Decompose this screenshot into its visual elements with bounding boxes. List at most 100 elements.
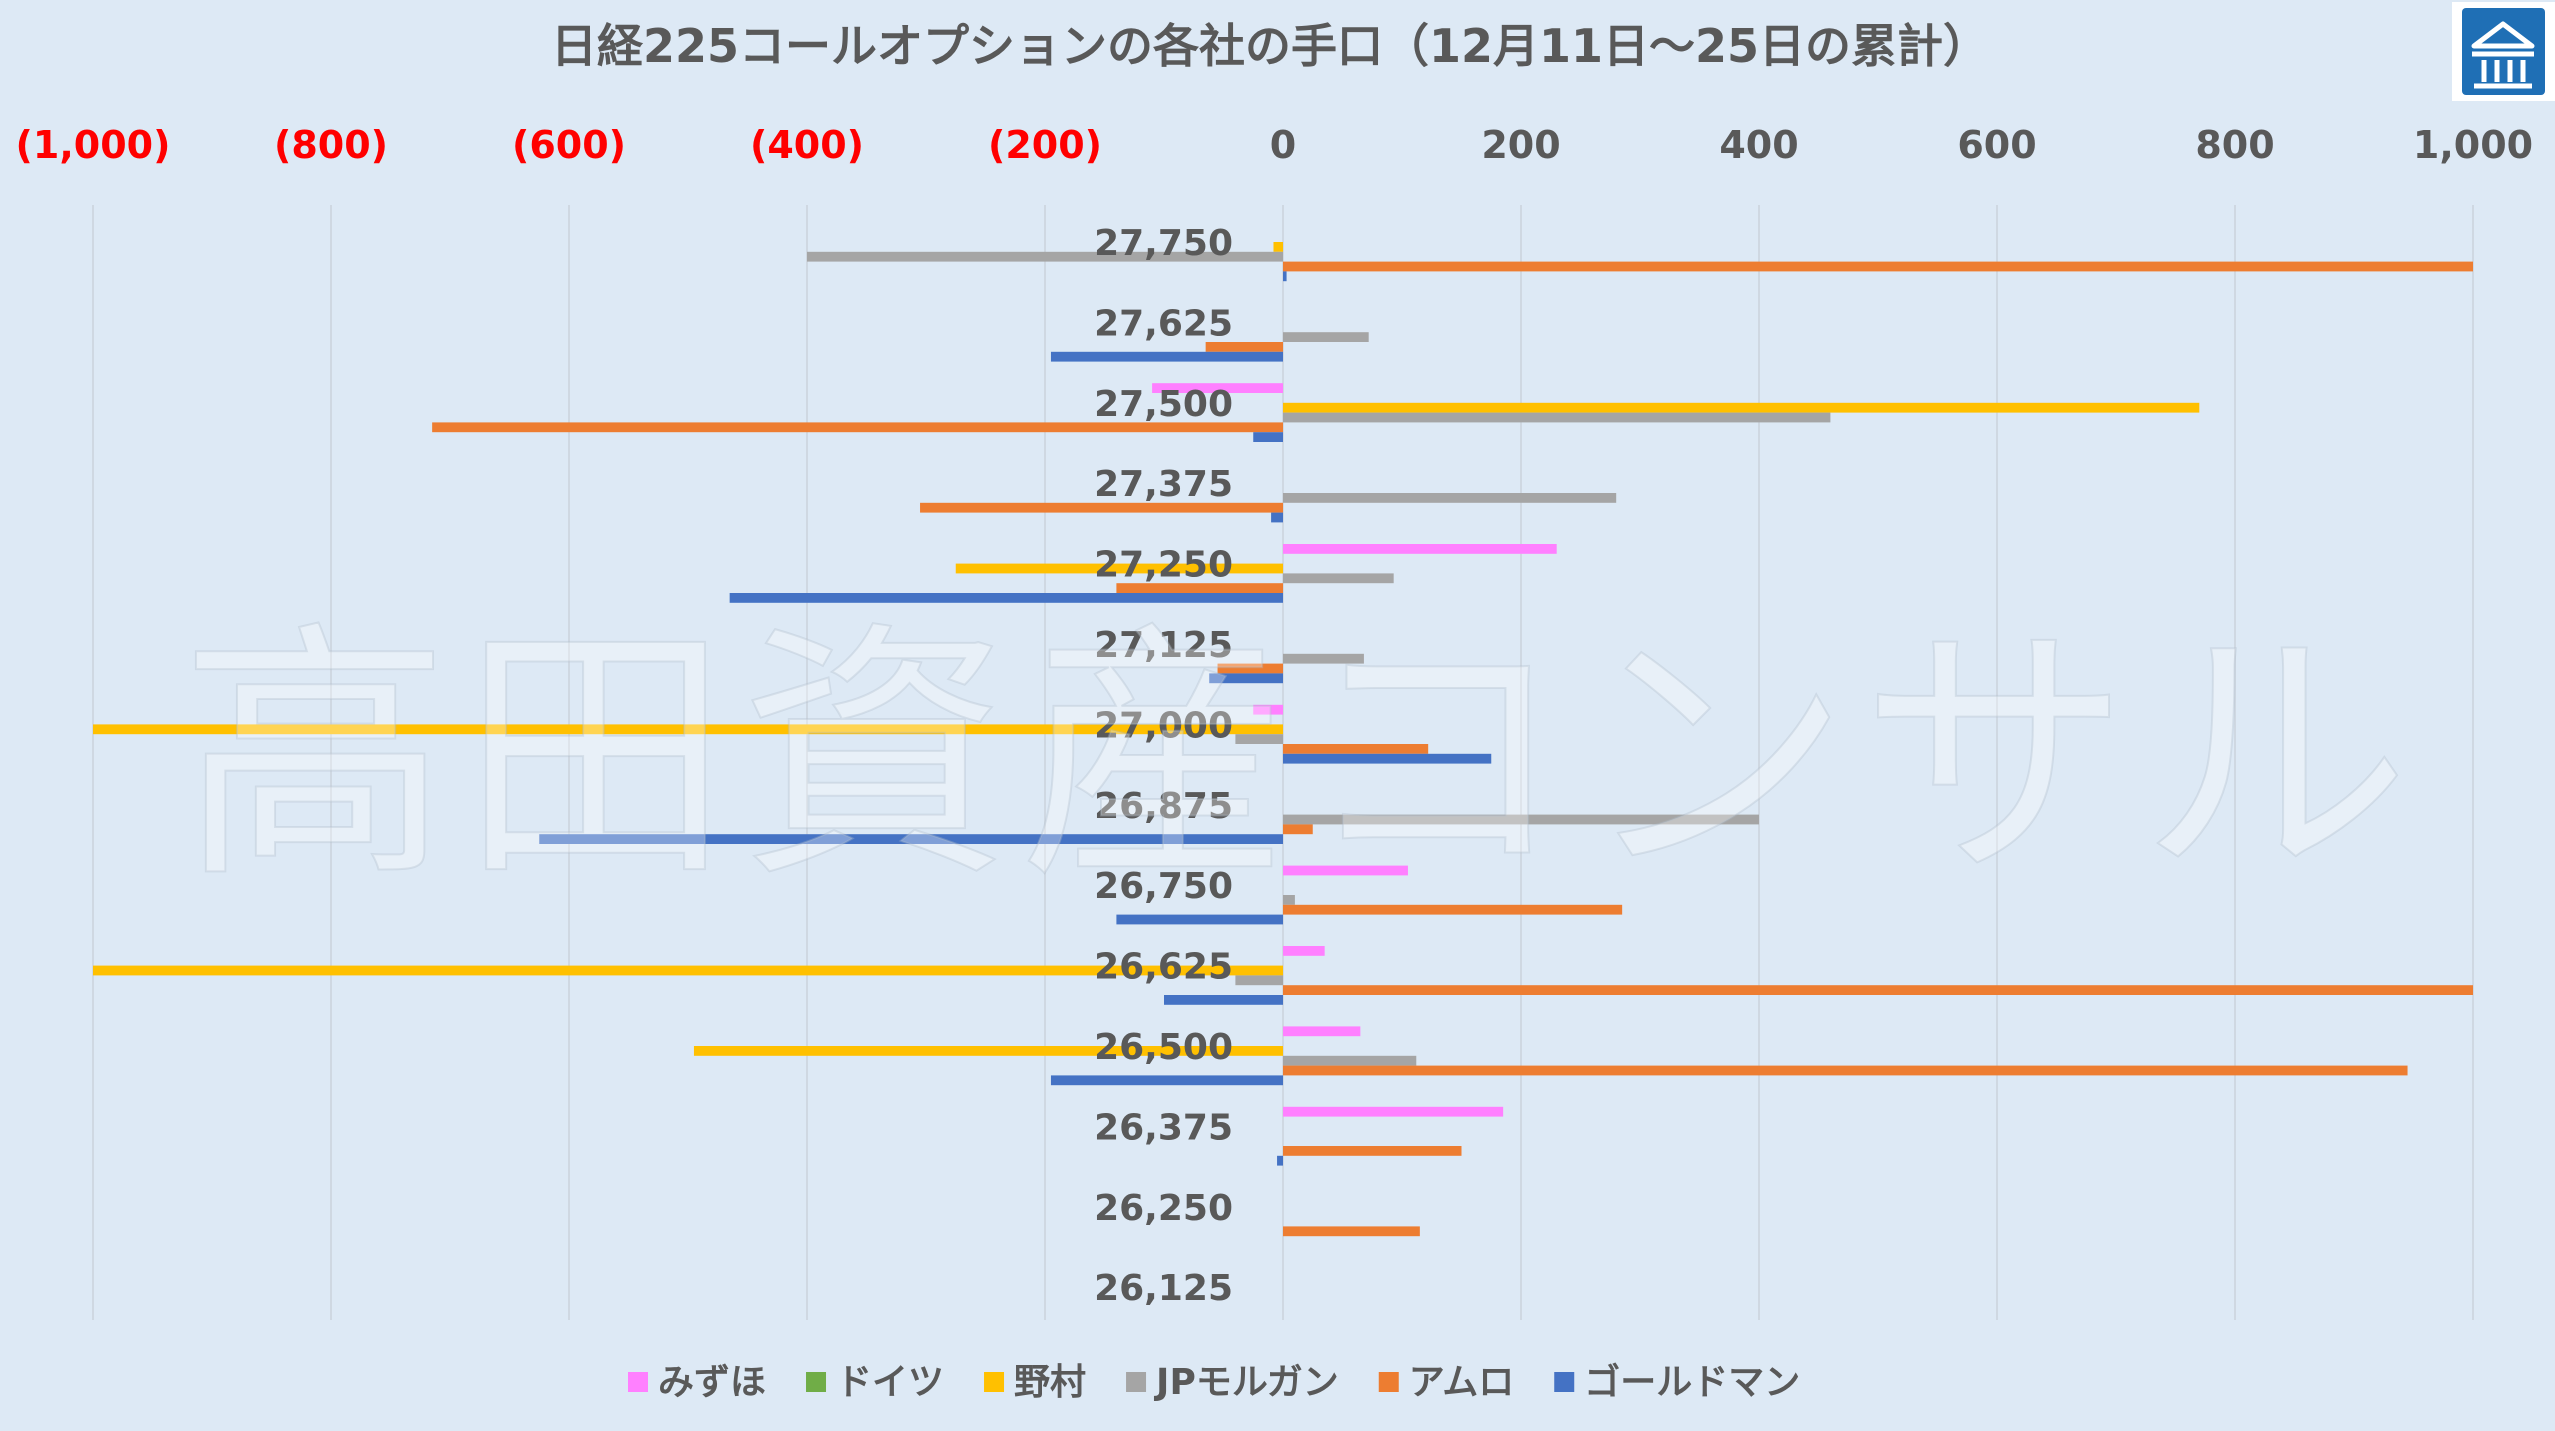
legend-item: ゴールドマン bbox=[1554, 1361, 1800, 1403]
bar bbox=[539, 834, 1283, 844]
bar bbox=[1164, 995, 1283, 1005]
bar bbox=[93, 965, 1283, 976]
x-tick-label: 0 bbox=[1270, 123, 1296, 167]
bar bbox=[1152, 383, 1283, 393]
legend-item: みずほ bbox=[628, 1362, 766, 1403]
bank-building-icon bbox=[2462, 8, 2545, 95]
chart-title: 日経225コールオプションの各社の手口（12月11日～25日の累計） bbox=[551, 19, 1989, 73]
category-label: 26,625 bbox=[1094, 947, 1233, 988]
legend-item: アムロ bbox=[1378, 1362, 1514, 1403]
bar bbox=[1050, 1075, 1283, 1086]
bar bbox=[1235, 975, 1283, 986]
category-label: 26,500 bbox=[1094, 1027, 1233, 1068]
x-tick-label: (200) bbox=[988, 123, 1102, 167]
bar bbox=[693, 1046, 1283, 1056]
category-label: 27,625 bbox=[1094, 303, 1233, 344]
category-label: 26,250 bbox=[1094, 1188, 1233, 1229]
bar bbox=[1271, 512, 1283, 523]
bar bbox=[1283, 865, 1408, 876]
legend-swatch bbox=[1378, 1372, 1399, 1392]
category-label: 26,750 bbox=[1094, 866, 1233, 907]
bar bbox=[1283, 1226, 1420, 1237]
bar bbox=[1283, 271, 1287, 282]
bar bbox=[807, 251, 1283, 262]
legend-swatch bbox=[984, 1372, 1005, 1392]
bar bbox=[1283, 895, 1295, 905]
bar bbox=[1283, 1065, 2408, 1076]
x-tick-label: 400 bbox=[1719, 123, 1798, 167]
category-label: 27,125 bbox=[1094, 625, 1233, 666]
x-tick-label: (800) bbox=[274, 123, 388, 167]
bar bbox=[920, 502, 1283, 513]
legend-item: 野村 bbox=[984, 1362, 1086, 1403]
bar bbox=[1283, 985, 2473, 995]
bar bbox=[1116, 583, 1283, 593]
bar bbox=[1283, 946, 1325, 956]
watermark-text: 高田資産コンサル bbox=[180, 599, 2420, 914]
bar bbox=[1283, 412, 1831, 423]
bar bbox=[1283, 573, 1394, 584]
category-label: 27,750 bbox=[1094, 223, 1233, 264]
bar bbox=[729, 593, 1283, 603]
bar bbox=[432, 422, 1283, 433]
bar bbox=[1283, 824, 1313, 835]
legend-item: ドイツ bbox=[806, 1362, 944, 1403]
bar bbox=[1283, 814, 1759, 825]
bar bbox=[1116, 914, 1283, 925]
legend-label: アムロ bbox=[1409, 1362, 1514, 1403]
x-tick-label: 1,000 bbox=[2413, 123, 2533, 167]
x-tick-label: 600 bbox=[1957, 123, 2036, 167]
bar bbox=[93, 724, 1283, 735]
category-labels: 27,750 27,625 27,500 27,375 27,250 27,125 27,0… bbox=[1094, 223, 1233, 1309]
bar bbox=[1283, 332, 1369, 342]
bar bbox=[1217, 663, 1283, 674]
x-tick-label: 800 bbox=[2195, 123, 2274, 167]
legend-swatch bbox=[1126, 1372, 1147, 1392]
category-label: 27,000 bbox=[1094, 705, 1233, 746]
legend-label: みずほ bbox=[658, 1362, 766, 1403]
bar bbox=[1277, 1155, 1283, 1166]
bar bbox=[1283, 1106, 1504, 1117]
bars bbox=[93, 242, 2473, 1237]
logo bbox=[2452, 2, 2555, 101]
bar bbox=[1283, 261, 2473, 272]
legend-label: 野村 bbox=[1014, 1362, 1086, 1403]
x-tick-label: 200 bbox=[1481, 123, 1560, 167]
category-label: 27,375 bbox=[1094, 464, 1233, 505]
legend: みずほ ドイツ 野村 JPモルガン アムロ ゴールドマン bbox=[628, 1361, 1800, 1403]
x-tick-label: (600) bbox=[512, 123, 626, 167]
bar bbox=[1273, 242, 1283, 252]
bar bbox=[1205, 342, 1283, 352]
category-label: 27,250 bbox=[1094, 545, 1233, 586]
bar bbox=[1283, 544, 1557, 554]
legend-swatch bbox=[1554, 1372, 1575, 1392]
bar bbox=[1283, 493, 1617, 503]
bar bbox=[955, 563, 1283, 574]
x-axis-ticks: (1,000) (800) (600) (400) (200) 0 200 400 600 800… bbox=[16, 123, 2534, 167]
category-label: 26,375 bbox=[1094, 1107, 1233, 1148]
bar bbox=[1209, 673, 1283, 684]
legend-swatch bbox=[628, 1372, 648, 1392]
bar bbox=[1283, 1146, 1462, 1156]
legend-label: ドイツ bbox=[836, 1362, 944, 1403]
bar bbox=[1283, 653, 1364, 664]
legend-label: ゴールドマン bbox=[1584, 1361, 1800, 1403]
bar bbox=[1283, 744, 1429, 754]
x-tick-label: (400) bbox=[750, 123, 864, 167]
bar bbox=[1253, 432, 1283, 442]
legend-label: JPモルガン bbox=[1153, 1362, 1339, 1403]
bar bbox=[1253, 704, 1283, 715]
bar bbox=[1283, 753, 1492, 764]
legend-item: JPモルガン bbox=[1126, 1362, 1339, 1403]
bar bbox=[1283, 1026, 1361, 1037]
bar bbox=[1235, 734, 1283, 744]
category-label: 26,125 bbox=[1094, 1268, 1233, 1309]
legend-swatch bbox=[806, 1372, 827, 1392]
bar bbox=[1283, 1055, 1417, 1066]
category-label: 27,500 bbox=[1094, 384, 1233, 425]
bar bbox=[1283, 904, 1623, 915]
bar bbox=[1050, 351, 1283, 362]
x-tick-label: (1,000) bbox=[16, 123, 171, 167]
bar bbox=[1283, 402, 2200, 413]
